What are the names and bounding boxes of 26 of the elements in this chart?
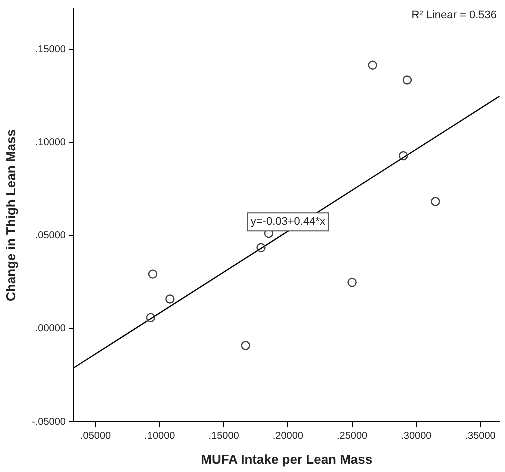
- point: [368, 60, 378, 70]
- x-tick-label: .15000: [208, 430, 240, 442]
- annotation: R² Linear = 0.536: [412, 10, 497, 22]
- x-tick-label: .10000: [144, 430, 176, 442]
- point: [399, 151, 408, 161]
- point: [402, 76, 412, 85]
- point: [431, 197, 440, 206]
- y-tick-label: .05000: [35, 230, 66, 242]
- y-axis-title: Change in Thigh Lean Mass: [3, 130, 18, 302]
- point: [241, 341, 250, 350]
- y-tick-label: .10000: [35, 138, 66, 149]
- y-tick-label: -.05000: [32, 416, 66, 428]
- x-tick-label: .35000: [465, 430, 496, 442]
- x-tick-label: .25000: [337, 430, 368, 442]
- point: [146, 313, 156, 322]
- annotation: y=-0.03+0.44*x: [250, 216, 326, 228]
- x-axis-title: MUFA Intake per Lean Mass: [201, 452, 373, 467]
- y-tick-label: .15000: [35, 44, 66, 56]
- x-tick-label: .05000: [80, 430, 112, 442]
- point: [148, 270, 158, 279]
- point: [256, 243, 266, 252]
- y-tick-label: .00000: [35, 324, 66, 335]
- x-tick-label: .30000: [401, 430, 432, 442]
- point: [166, 294, 175, 304]
- x-tick-label: .20000: [272, 430, 304, 442]
- point: [348, 278, 357, 288]
